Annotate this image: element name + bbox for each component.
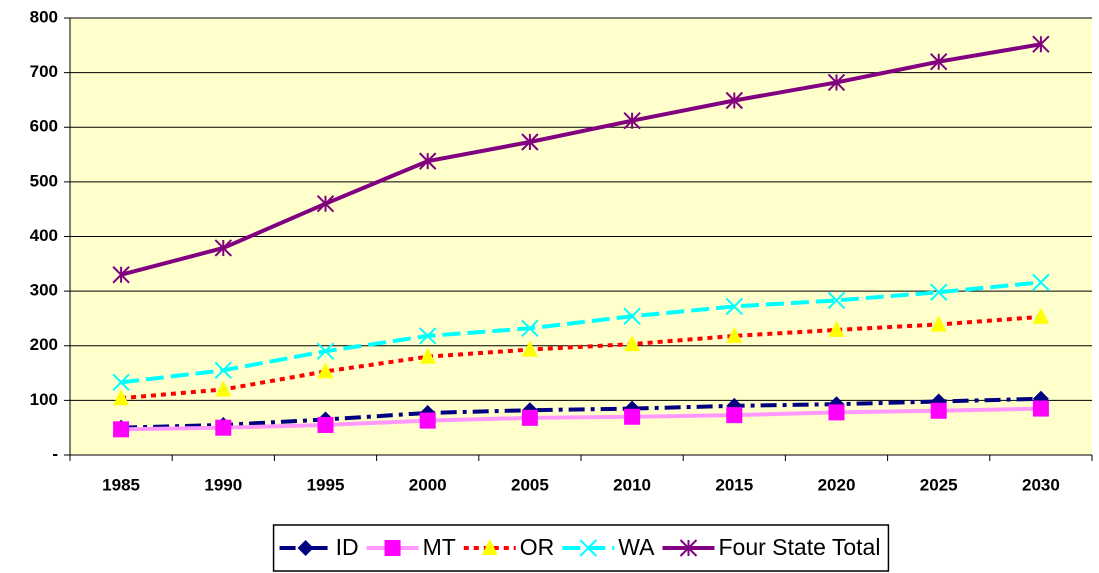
x-tick-label: 1985 bbox=[102, 475, 140, 494]
y-tick-label: 400 bbox=[30, 226, 58, 245]
marker bbox=[384, 540, 401, 556]
marker bbox=[725, 297, 744, 316]
marker bbox=[1032, 307, 1049, 324]
marker bbox=[112, 266, 130, 284]
marker bbox=[828, 404, 845, 421]
legend-label: ID bbox=[336, 534, 359, 560]
x-tick-label: 2005 bbox=[511, 475, 549, 494]
marker bbox=[679, 539, 698, 557]
legend-label: OR bbox=[520, 534, 555, 560]
x-tick-label: 2025 bbox=[920, 475, 958, 494]
marker bbox=[828, 320, 845, 337]
legend-label: MT bbox=[423, 534, 456, 560]
marker bbox=[1032, 273, 1050, 292]
marker bbox=[521, 340, 538, 357]
x-tick-label: 1995 bbox=[307, 475, 345, 494]
marker bbox=[521, 409, 538, 426]
marker bbox=[929, 52, 948, 71]
marker bbox=[929, 283, 948, 301]
marker bbox=[317, 416, 334, 433]
marker bbox=[1032, 400, 1049, 417]
marker bbox=[112, 373, 130, 392]
marker bbox=[624, 335, 641, 352]
y-tick-label: 600 bbox=[30, 117, 58, 136]
marker bbox=[214, 239, 233, 257]
x-tick-label: 1990 bbox=[204, 475, 242, 494]
marker bbox=[316, 342, 335, 360]
marker bbox=[725, 91, 744, 110]
marker bbox=[215, 380, 232, 397]
series-line bbox=[120, 280, 1042, 385]
series-line bbox=[120, 42, 1042, 277]
marker bbox=[1032, 35, 1050, 53]
marker bbox=[623, 307, 641, 325]
marker bbox=[827, 73, 846, 92]
marker bbox=[113, 389, 130, 406]
marker bbox=[623, 111, 641, 130]
marker bbox=[316, 195, 335, 213]
marker bbox=[214, 361, 233, 380]
marker bbox=[726, 407, 743, 424]
marker bbox=[579, 539, 597, 557]
y-tick-label: 200 bbox=[30, 335, 58, 354]
y-tick-label: 800 bbox=[30, 7, 58, 26]
marker bbox=[297, 540, 314, 556]
marker bbox=[419, 347, 436, 364]
x-tick-label: 2010 bbox=[613, 475, 651, 494]
marker bbox=[418, 327, 437, 345]
y-tick-label: 300 bbox=[30, 281, 58, 300]
x-tick-label: 2000 bbox=[409, 475, 447, 494]
y-tick-label: 100 bbox=[30, 390, 58, 409]
legend: ID MT OR WA Four State Total bbox=[272, 524, 890, 572]
marker bbox=[624, 408, 641, 425]
series-line bbox=[121, 406, 1041, 432]
x-tick-label: 2015 bbox=[715, 475, 753, 494]
legend-label: Four State Total bbox=[718, 534, 880, 560]
marker bbox=[521, 319, 539, 337]
series-line bbox=[121, 396, 1041, 430]
marker bbox=[930, 315, 947, 332]
marker bbox=[418, 152, 437, 170]
y-tick-label: 500 bbox=[30, 171, 58, 190]
marker bbox=[419, 412, 436, 429]
marker bbox=[521, 133, 539, 151]
y-tick-label: - bbox=[52, 444, 58, 463]
series-line bbox=[120, 314, 1042, 401]
marker bbox=[215, 419, 232, 436]
marker bbox=[481, 539, 498, 555]
y-tick-label: 700 bbox=[30, 62, 58, 81]
marker bbox=[827, 291, 846, 310]
marker bbox=[113, 421, 130, 438]
marker bbox=[726, 326, 743, 343]
x-tick-label: 2020 bbox=[818, 475, 856, 494]
marker bbox=[930, 402, 947, 419]
marker bbox=[317, 362, 334, 379]
x-tick-label: 2030 bbox=[1022, 475, 1060, 494]
legend-label: WA bbox=[618, 534, 655, 560]
